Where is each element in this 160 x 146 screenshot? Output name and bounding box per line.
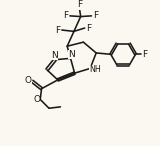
Text: F: F	[93, 11, 98, 20]
Text: F: F	[77, 0, 82, 9]
Text: O: O	[33, 95, 40, 104]
Text: O: O	[25, 76, 32, 85]
Text: N: N	[68, 50, 75, 59]
Text: F: F	[86, 24, 91, 33]
Text: N: N	[51, 51, 58, 60]
Text: F: F	[142, 50, 147, 59]
Text: NH: NH	[89, 65, 101, 74]
Text: F: F	[56, 26, 61, 34]
Text: F: F	[64, 11, 69, 20]
